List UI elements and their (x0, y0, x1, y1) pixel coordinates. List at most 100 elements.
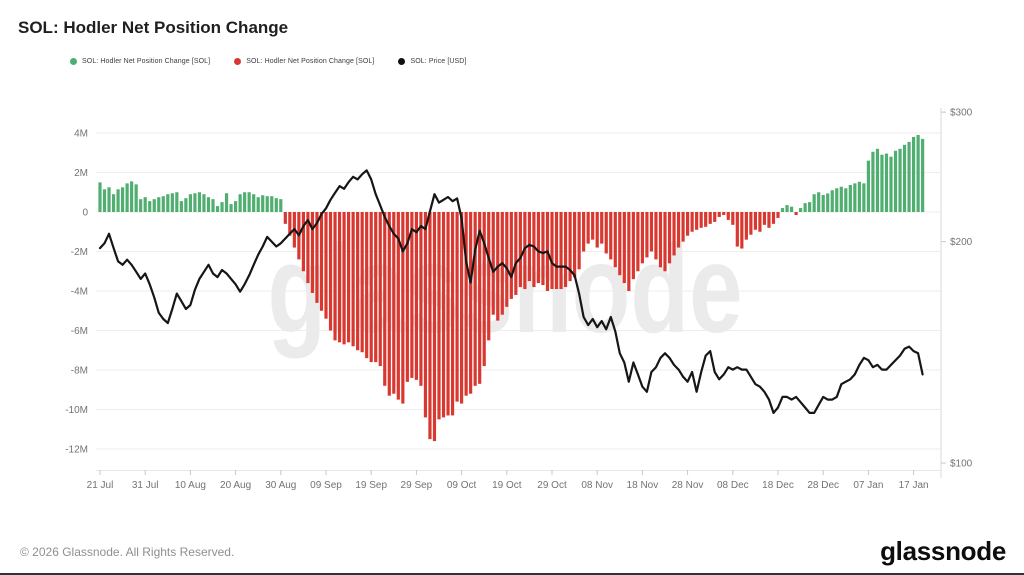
net-position-bar[interactable] (111, 194, 116, 212)
net-position-bar[interactable] (771, 212, 776, 224)
chart-plot-area[interactable]: 4M 2M 0 -2M -4M -6M -8M -10M -12M glassnode $300 $2… (0, 0, 1024, 510)
net-position-bar[interactable] (369, 212, 373, 363)
net-position-bar[interactable] (342, 212, 346, 345)
net-position-bar[interactable] (591, 212, 595, 240)
net-position-bar[interactable] (328, 212, 333, 331)
net-position-bar[interactable] (283, 212, 287, 224)
net-position-bar[interactable] (243, 192, 247, 212)
net-position-bar[interactable] (116, 189, 120, 212)
net-position-bar[interactable] (862, 183, 866, 212)
net-position-bar[interactable] (817, 192, 821, 212)
net-position-bar[interactable] (469, 212, 473, 394)
net-position-bar[interactable] (460, 212, 464, 404)
net-position-bar[interactable] (912, 136, 916, 212)
net-position-bar[interactable] (356, 212, 360, 351)
net-position-bar[interactable] (799, 208, 803, 212)
net-position-bar[interactable] (758, 212, 762, 232)
net-position-bar[interactable] (649, 212, 654, 252)
net-position-bar[interactable] (423, 212, 428, 418)
net-position-bar[interactable] (717, 212, 721, 217)
net-position-bar[interactable] (690, 212, 694, 232)
net-position-bar[interactable] (392, 212, 396, 394)
net-position-bar[interactable] (848, 184, 852, 212)
net-position-bar[interactable] (613, 212, 617, 268)
net-position-bar[interactable] (722, 212, 726, 215)
net-position-bar[interactable] (835, 188, 839, 212)
net-position-bar[interactable] (193, 193, 197, 212)
net-position-bar[interactable] (699, 212, 703, 228)
net-position-bar[interactable] (902, 144, 907, 212)
net-position-bar[interactable] (749, 212, 753, 235)
net-position-bar[interactable] (234, 201, 238, 212)
net-position-bar[interactable] (378, 212, 382, 367)
net-position-bar[interactable] (170, 193, 174, 212)
net-position-bar[interactable] (595, 212, 599, 248)
net-position-bar[interactable] (536, 212, 541, 284)
net-position-bar[interactable] (708, 212, 712, 224)
net-position-bar[interactable] (166, 194, 170, 212)
net-position-bar[interactable] (857, 181, 861, 212)
net-position-bar[interactable] (826, 193, 830, 212)
net-position-bar[interactable] (794, 212, 798, 215)
net-position-bar[interactable] (726, 212, 730, 220)
net-position-bar[interactable] (441, 212, 446, 418)
net-position-bar[interactable] (776, 212, 780, 218)
net-position-bar[interactable] (871, 151, 875, 212)
legend-item-net-position-negative[interactable]: SOL: Hodler Net Position Change [SOL] (234, 58, 374, 65)
net-position-bar[interactable] (645, 212, 649, 258)
net-position-bar[interactable] (478, 212, 482, 384)
net-position-bar[interactable] (889, 156, 893, 212)
net-position-bar[interactable] (640, 212, 644, 264)
net-position-bar[interactable] (347, 212, 351, 343)
net-position-bar[interactable] (319, 212, 324, 311)
net-position-bar[interactable] (206, 197, 211, 212)
net-position-bar[interactable] (704, 212, 708, 227)
net-position-bar[interactable] (921, 138, 925, 212)
net-position-bar[interactable] (324, 212, 328, 319)
net-position-bar[interactable] (256, 197, 260, 212)
net-position-bar[interactable] (252, 194, 256, 212)
net-position-bar[interactable] (568, 212, 572, 282)
net-position-bar[interactable] (505, 212, 509, 307)
net-position-bar[interactable] (735, 212, 739, 247)
net-position-bar[interactable] (514, 212, 518, 295)
legend-item-price[interactable]: SOL: Price [USD] (398, 58, 466, 65)
net-position-bar[interactable] (654, 212, 658, 260)
net-position-bar[interactable] (695, 212, 699, 230)
net-position-bar[interactable] (681, 212, 685, 242)
net-position-bar[interactable] (310, 212, 315, 293)
net-position-bar[interactable] (893, 150, 898, 212)
net-position-bar[interactable] (337, 212, 342, 343)
net-position-bar[interactable] (577, 212, 581, 270)
net-position-bar[interactable] (812, 194, 816, 212)
net-position-bar[interactable] (532, 212, 536, 288)
net-position-bar[interactable] (98, 182, 102, 212)
net-position-bar[interactable] (880, 154, 884, 212)
net-position-bar[interactable] (383, 212, 387, 386)
net-position-bar[interactable] (527, 212, 531, 282)
net-position-bar[interactable] (550, 212, 554, 290)
net-position-bar[interactable] (437, 212, 441, 420)
net-position-bar[interactable] (731, 212, 735, 225)
net-position-bar[interactable] (627, 212, 631, 291)
net-position-bar[interactable] (414, 212, 418, 380)
net-position-bar[interactable] (789, 206, 794, 212)
net-position-bar[interactable] (428, 212, 432, 440)
net-position-bar[interactable] (672, 212, 676, 256)
net-position-bar[interactable] (432, 212, 437, 442)
net-position-bar[interactable] (125, 183, 129, 212)
net-position-bar[interactable] (658, 212, 663, 268)
net-position-bar[interactable] (753, 212, 757, 230)
net-position-bar[interactable] (157, 197, 161, 212)
legend-item-net-position-positive[interactable]: SOL: Hodler Net Position Change [SOL] (70, 58, 210, 65)
net-position-bar[interactable] (211, 199, 215, 212)
net-position-bar[interactable] (333, 212, 337, 341)
net-position-bar[interactable] (898, 148, 902, 212)
net-position-bar[interactable] (143, 197, 147, 212)
net-position-bar[interactable] (631, 212, 635, 280)
net-position-bar[interactable] (279, 199, 283, 212)
net-position-bar[interactable] (686, 212, 690, 236)
net-position-bar[interactable] (622, 212, 626, 284)
net-position-bar[interactable] (573, 212, 577, 278)
net-position-bar[interactable] (401, 212, 405, 404)
